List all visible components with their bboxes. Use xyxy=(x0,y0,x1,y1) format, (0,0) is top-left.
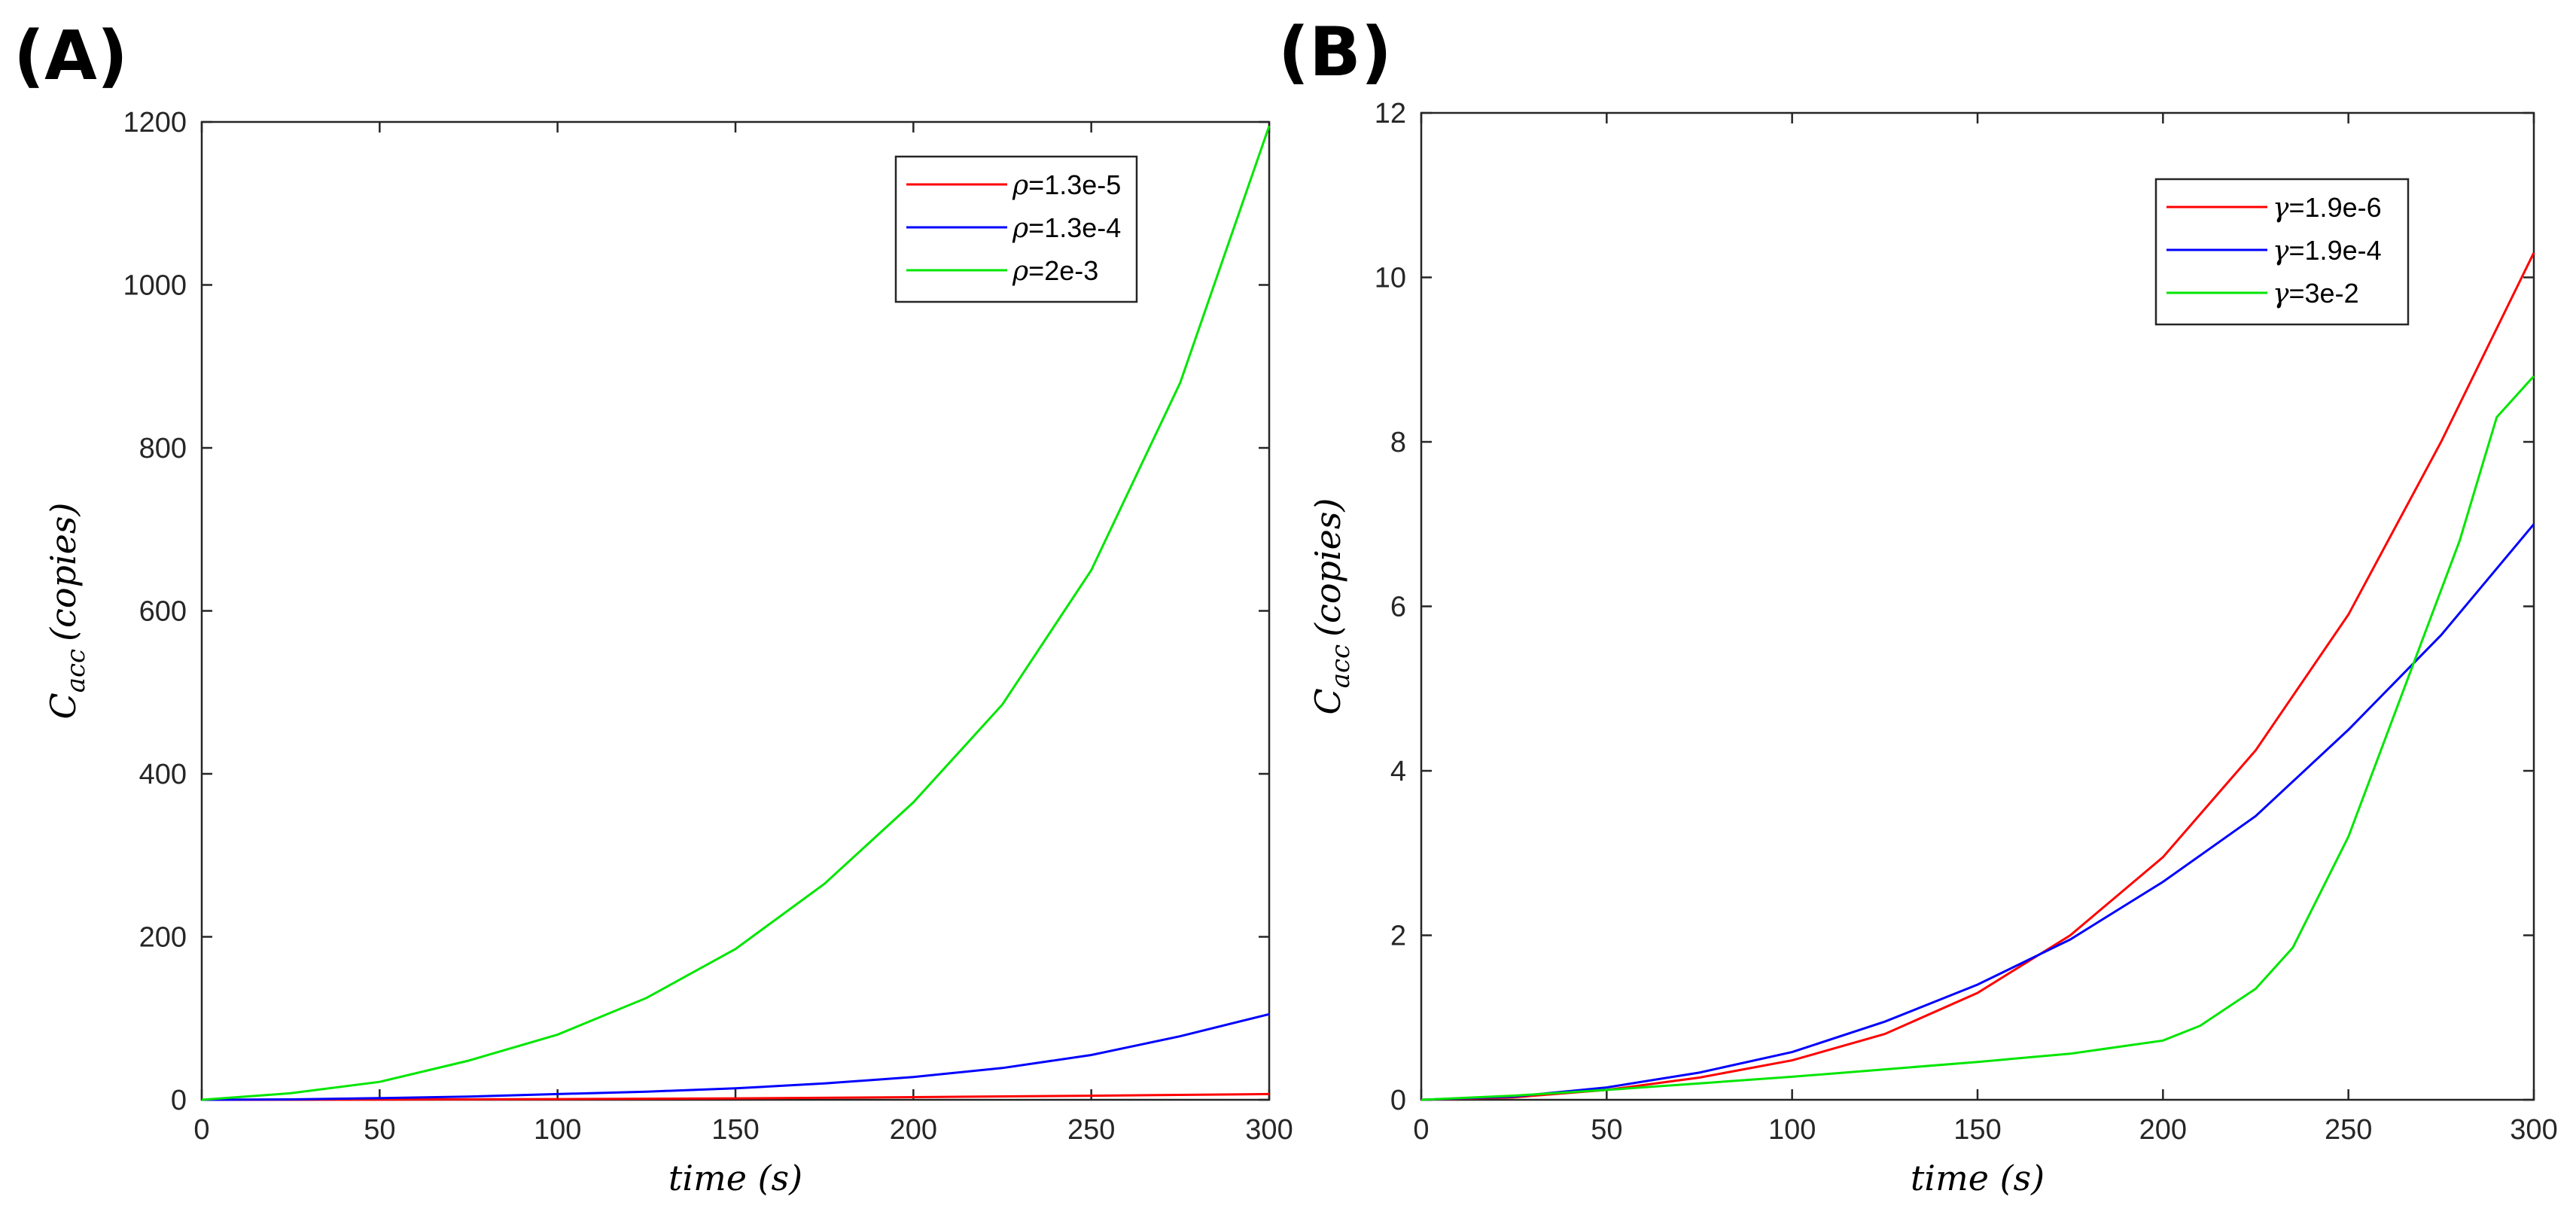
p0-x-axis-title: time (s) xyxy=(668,1158,802,1198)
p1-y-tick-label: 4 xyxy=(1390,756,1406,787)
p1-y-axis-title-sub: acc xyxy=(1326,644,1356,688)
p1-legend-label-1: γ=1.9e-4 xyxy=(2273,235,2382,266)
p1-legend-box xyxy=(2154,178,2410,326)
p1-legend-value-2: =3e-2 xyxy=(2289,278,2359,309)
p1-x-tick-label: 150 xyxy=(1953,1114,2001,1146)
p1-legend-symbol-2: γ xyxy=(2273,279,2289,309)
p0-series-line-2 xyxy=(201,125,1271,1101)
p1-y-tick-label: 2 xyxy=(1390,921,1406,952)
p1-series-line-0 xyxy=(1420,252,2535,1101)
p1-x-tick-label: 50 xyxy=(1591,1114,1622,1146)
p0-legend-label-1: ρ=1.3e-4 xyxy=(1012,212,1121,244)
p1-y-tick-label: 8 xyxy=(1390,427,1406,458)
p1-series-line-1 xyxy=(1420,523,2535,1101)
panel-a-label: (A) xyxy=(14,17,128,96)
p1-y-tick-label: 6 xyxy=(1390,592,1406,623)
p0-y-tick-label: 400 xyxy=(139,759,187,790)
p1-legend-symbol-0: γ xyxy=(2273,193,2289,224)
p1-x-tick-label: 100 xyxy=(1768,1114,1816,1146)
p1-y-tick-label: 12 xyxy=(1375,98,1406,129)
p1-x-tick-label: 0 xyxy=(1413,1114,1429,1146)
p1-y-axis-title-main: C xyxy=(1308,688,1348,714)
p1-y-axis-title: Cacc (copies) xyxy=(1308,498,1356,715)
p0-y-tick-label: 600 xyxy=(139,596,187,628)
p1-x-tick-label: 200 xyxy=(2139,1114,2187,1146)
p0-y-tick-label: 800 xyxy=(139,433,187,464)
p0-legend: ρ=1.3e-5ρ=1.3e-4ρ=2e-3 xyxy=(894,155,1138,303)
p0-y-axis-title: Cacc (copies) xyxy=(43,503,91,720)
p0-legend-symbol-2: ρ xyxy=(1012,256,1028,287)
p0-y-axis-title-sub: acc xyxy=(61,649,91,693)
p1-legend-value-1: =1.9e-4 xyxy=(2289,235,2382,266)
p1-y-tick-label: 0 xyxy=(1390,1085,1406,1116)
p0-x-tick-label: 100 xyxy=(534,1114,581,1146)
p0-x-tick-label: 250 xyxy=(1067,1114,1115,1146)
p0-x-tick-label: 300 xyxy=(1245,1114,1293,1146)
p1-legend-label-0: γ=1.9e-6 xyxy=(2273,192,2382,224)
p0-legend-value-2: =2e-3 xyxy=(1028,255,1098,286)
p0-series-line-1 xyxy=(201,1012,1270,1101)
p1-legend-label-2: γ=3e-2 xyxy=(2273,278,2359,309)
panel-b-label: (B) xyxy=(1278,13,1392,92)
p1-x-tick-label: 300 xyxy=(2510,1114,2557,1146)
p0-x-tick-label: 50 xyxy=(364,1114,395,1146)
p0-legend-value-0: =1.3e-5 xyxy=(1028,169,1121,200)
p0-legend-symbol-0: ρ xyxy=(1012,170,1028,201)
p0-y-tick-label: 200 xyxy=(139,922,187,954)
p1-legend: γ=1.9e-6γ=1.9e-4γ=3e-2 xyxy=(2154,178,2410,326)
p0-y-tick-label: 1200 xyxy=(123,107,187,139)
p0-y-tick-label: 0 xyxy=(171,1085,187,1116)
p1-x-tick-label: 250 xyxy=(2325,1114,2372,1146)
panel-a: (A) 0 50 100 150 200 250 300 0 200 400 600 800 1000 1… xyxy=(14,17,1293,1198)
p0-legend-box xyxy=(894,155,1138,303)
p0-series-line-0 xyxy=(201,1092,1270,1101)
p0-legend-label-2: ρ=2e-3 xyxy=(1012,255,1098,287)
p1-legend-value-0: =1.9e-6 xyxy=(2289,192,2382,223)
p0-legend-label-0: ρ=1.3e-5 xyxy=(1012,169,1121,201)
p1-legend-symbol-1: γ xyxy=(2273,236,2289,266)
panel-b: (B) 0 50 100 150 200 250 300 0 2 4 6 8 10 12 time (s) C… xyxy=(1278,13,2558,1198)
p0-y-axis-title-unit: (copies) xyxy=(43,503,84,641)
p0-y-axis-title-main: C xyxy=(43,693,84,719)
p1-x-axis-title: time (s) xyxy=(1911,1158,2045,1198)
p1-series-line-2 xyxy=(1420,375,2535,1101)
p0-y-tick-label: 1000 xyxy=(123,270,187,302)
p1-y-axis-title-unit: (copies) xyxy=(1308,498,1348,637)
p0-x-tick-label: 200 xyxy=(890,1114,937,1146)
p0-x-tick-label: 150 xyxy=(711,1114,759,1146)
p1-y-tick-label: 10 xyxy=(1375,263,1406,294)
p0-legend-symbol-1: ρ xyxy=(1012,213,1028,244)
p0-legend-value-1: =1.3e-4 xyxy=(1028,212,1121,243)
p0-x-tick-label: 0 xyxy=(193,1114,209,1146)
